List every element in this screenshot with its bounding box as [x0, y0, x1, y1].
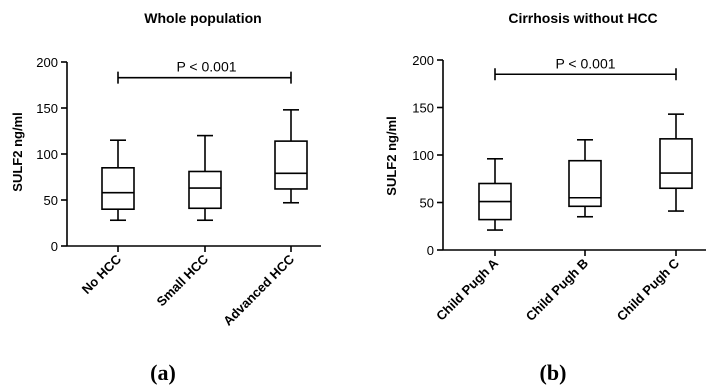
- panel-a-y-tick-label: 200: [36, 55, 58, 70]
- panel-b-category-label: Child Pugh B: [523, 256, 591, 324]
- panel-b-category-label: Child Pugh A: [433, 255, 501, 323]
- panel-b-y-axis-title: SULF2 ng/ml: [384, 116, 399, 195]
- panel-b-box: [659, 138, 693, 190]
- panel-b-y-tick-label: 200: [412, 53, 434, 68]
- panel-b-label: (b): [540, 360, 567, 385]
- panel-b-title: Cirrhosis without HCC: [508, 10, 657, 26]
- panel-a-label: (a): [150, 360, 176, 385]
- panel-b-y-tick-label: 50: [420, 196, 434, 211]
- panel-a-category-label: Advanced HCC: [220, 251, 297, 328]
- panel-b-y-tick-label: 0: [427, 243, 434, 258]
- panel-b-box: [568, 159, 602, 208]
- panel-a-y-axis-title: SULF2 ng/ml: [10, 112, 25, 191]
- panel-a: Whole population SULF2 ng/ml (a) 0 50 100 1…: [10, 10, 321, 385]
- panel-a-y-tick-label: 100: [36, 147, 58, 162]
- panel-b-y-tick-label: 150: [412, 101, 434, 116]
- panel-a-box: [274, 140, 308, 190]
- panel-b-p-value: P < 0.001: [555, 55, 615, 71]
- panel-a-category-label: Small HCC: [154, 251, 212, 309]
- panel-b-y-tick-label: 100: [412, 148, 434, 163]
- panel-b-category-label: Child Pugh C: [614, 255, 683, 324]
- panel-a-category-label: No HCC: [79, 251, 125, 297]
- panel-a-y-tick-label: 0: [51, 239, 58, 254]
- panel-a-box: [188, 170, 222, 210]
- panel-a-y-tick-label: 150: [36, 101, 58, 116]
- panel-a-title: Whole population: [144, 10, 261, 26]
- panel-b: Cirrhosis without HCC SULF2 ng/ml (b) 0 5…: [384, 10, 706, 385]
- panel-a-box: [101, 167, 135, 211]
- panel-a-p-value: P < 0.001: [176, 59, 236, 75]
- panel-a-y-tick-label: 50: [44, 193, 58, 208]
